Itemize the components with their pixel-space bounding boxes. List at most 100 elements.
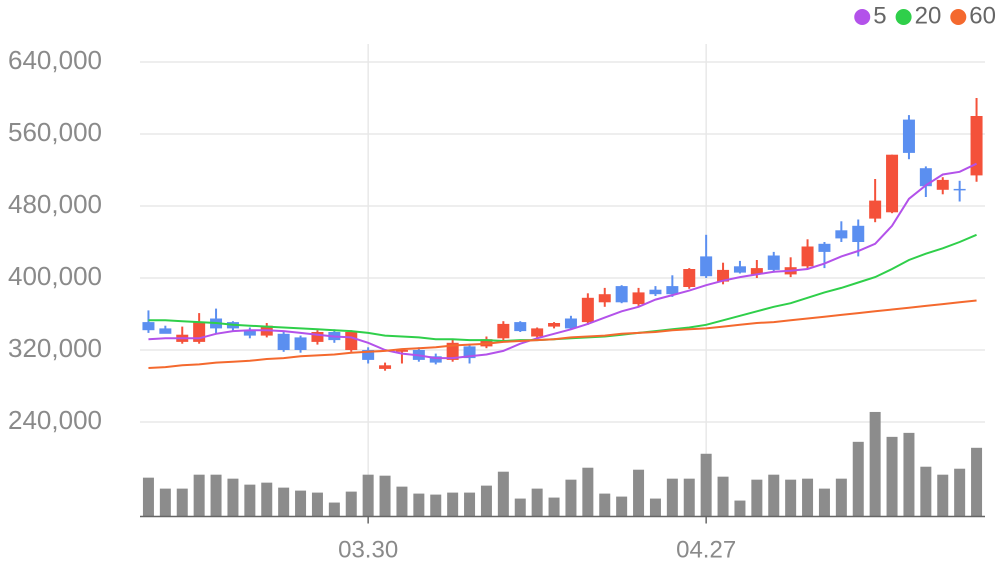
y-tick-label: 240,000 bbox=[8, 405, 102, 435]
candle-body bbox=[936, 179, 949, 190]
legend-label: 5 bbox=[873, 2, 886, 29]
legend-dot bbox=[854, 9, 871, 25]
volume-bar bbox=[531, 488, 543, 517]
volume-bar bbox=[413, 493, 425, 517]
volume-bar bbox=[565, 479, 577, 517]
volume-bar bbox=[430, 494, 442, 517]
volume-bar bbox=[261, 482, 273, 517]
candle-body bbox=[379, 365, 392, 369]
volume-bar bbox=[599, 493, 611, 517]
candle-body bbox=[497, 323, 510, 339]
candle-body bbox=[159, 328, 172, 334]
volume-bar bbox=[886, 436, 898, 517]
volume-bar bbox=[582, 467, 594, 517]
candle-body bbox=[395, 350, 408, 352]
volume-bar bbox=[480, 485, 492, 517]
candle-body bbox=[666, 286, 679, 295]
candle-body bbox=[886, 154, 899, 213]
volume-bar bbox=[852, 441, 864, 517]
candle-body bbox=[902, 119, 915, 153]
legend-dot bbox=[950, 9, 967, 25]
candle-body bbox=[767, 255, 780, 270]
volume-bar bbox=[227, 478, 239, 517]
volume-bar bbox=[869, 411, 881, 517]
volume-bar bbox=[954, 468, 966, 517]
candle-body bbox=[311, 332, 324, 342]
volume-bar bbox=[683, 478, 695, 517]
volume-bar bbox=[210, 474, 222, 517]
candle-body bbox=[345, 332, 358, 350]
legend-label: 20 bbox=[915, 2, 942, 29]
volume-bar bbox=[142, 477, 154, 517]
candle-body bbox=[548, 323, 561, 327]
candle-body bbox=[581, 297, 594, 323]
legend-label: 60 bbox=[969, 2, 996, 29]
volume-bar bbox=[700, 453, 712, 517]
volume-bar bbox=[193, 474, 205, 517]
volume-bar bbox=[514, 498, 526, 517]
volume-bar bbox=[666, 478, 678, 517]
volume-bar bbox=[971, 447, 983, 517]
candle-body bbox=[700, 256, 713, 277]
candle-body bbox=[970, 116, 983, 176]
y-tick-label: 480,000 bbox=[8, 189, 102, 219]
candle-body bbox=[953, 188, 966, 191]
candle-body bbox=[818, 243, 831, 252]
volume-bar bbox=[379, 475, 391, 517]
candle-body bbox=[277, 333, 290, 350]
candle-body bbox=[463, 346, 476, 359]
volume-bar bbox=[362, 474, 374, 517]
candle-body bbox=[632, 292, 645, 305]
candle-body bbox=[649, 289, 662, 295]
volume-bar bbox=[920, 466, 932, 517]
y-tick-label: 400,000 bbox=[8, 261, 102, 291]
volume-bar bbox=[328, 502, 340, 517]
volume-bar bbox=[818, 488, 830, 517]
candle-body bbox=[429, 356, 442, 363]
candle-body bbox=[919, 168, 932, 187]
candle-body bbox=[852, 225, 865, 242]
candle-body bbox=[615, 286, 628, 303]
volume-bar bbox=[802, 478, 814, 517]
volume-bar bbox=[835, 478, 847, 517]
candle-body bbox=[531, 328, 544, 337]
volume-bar bbox=[734, 500, 746, 517]
volume-bar bbox=[548, 497, 560, 517]
volume-bar bbox=[649, 498, 661, 517]
volume-bar bbox=[278, 487, 290, 517]
x-tick-label: 03.30 bbox=[338, 536, 398, 563]
y-tick-label: 560,000 bbox=[8, 117, 102, 147]
volume-bar bbox=[785, 479, 797, 517]
ma-line bbox=[148, 233, 977, 343]
volume-bar bbox=[345, 491, 357, 517]
legend-dot bbox=[895, 9, 912, 25]
candle-body bbox=[362, 350, 375, 360]
candle-body bbox=[514, 322, 527, 332]
candle-body bbox=[733, 266, 746, 273]
volume-bar bbox=[447, 492, 459, 517]
volume-bar bbox=[497, 471, 509, 517]
volume-bar bbox=[295, 490, 307, 517]
volume-bar bbox=[633, 469, 645, 517]
volume-bar bbox=[464, 492, 476, 517]
candle-body bbox=[835, 230, 848, 239]
volume-bar bbox=[616, 496, 628, 517]
y-tick-label: 640,000 bbox=[8, 45, 102, 75]
volume-bar bbox=[159, 488, 171, 517]
candle-body bbox=[683, 269, 696, 287]
volume-bar bbox=[717, 476, 729, 517]
candle-body bbox=[243, 330, 256, 336]
candle-body bbox=[750, 268, 763, 275]
candle-body bbox=[294, 337, 307, 350]
y-tick-label: 320,000 bbox=[8, 333, 102, 363]
volume-bar bbox=[176, 488, 188, 517]
candle-body bbox=[142, 322, 155, 331]
candle-body bbox=[564, 318, 577, 329]
volume-bar bbox=[768, 474, 780, 517]
candle-body bbox=[717, 269, 730, 282]
candle-body bbox=[801, 246, 814, 267]
ma-line bbox=[148, 299, 977, 369]
volume-bar bbox=[396, 486, 408, 517]
candle-body bbox=[446, 342, 459, 360]
candle-body bbox=[869, 200, 882, 219]
